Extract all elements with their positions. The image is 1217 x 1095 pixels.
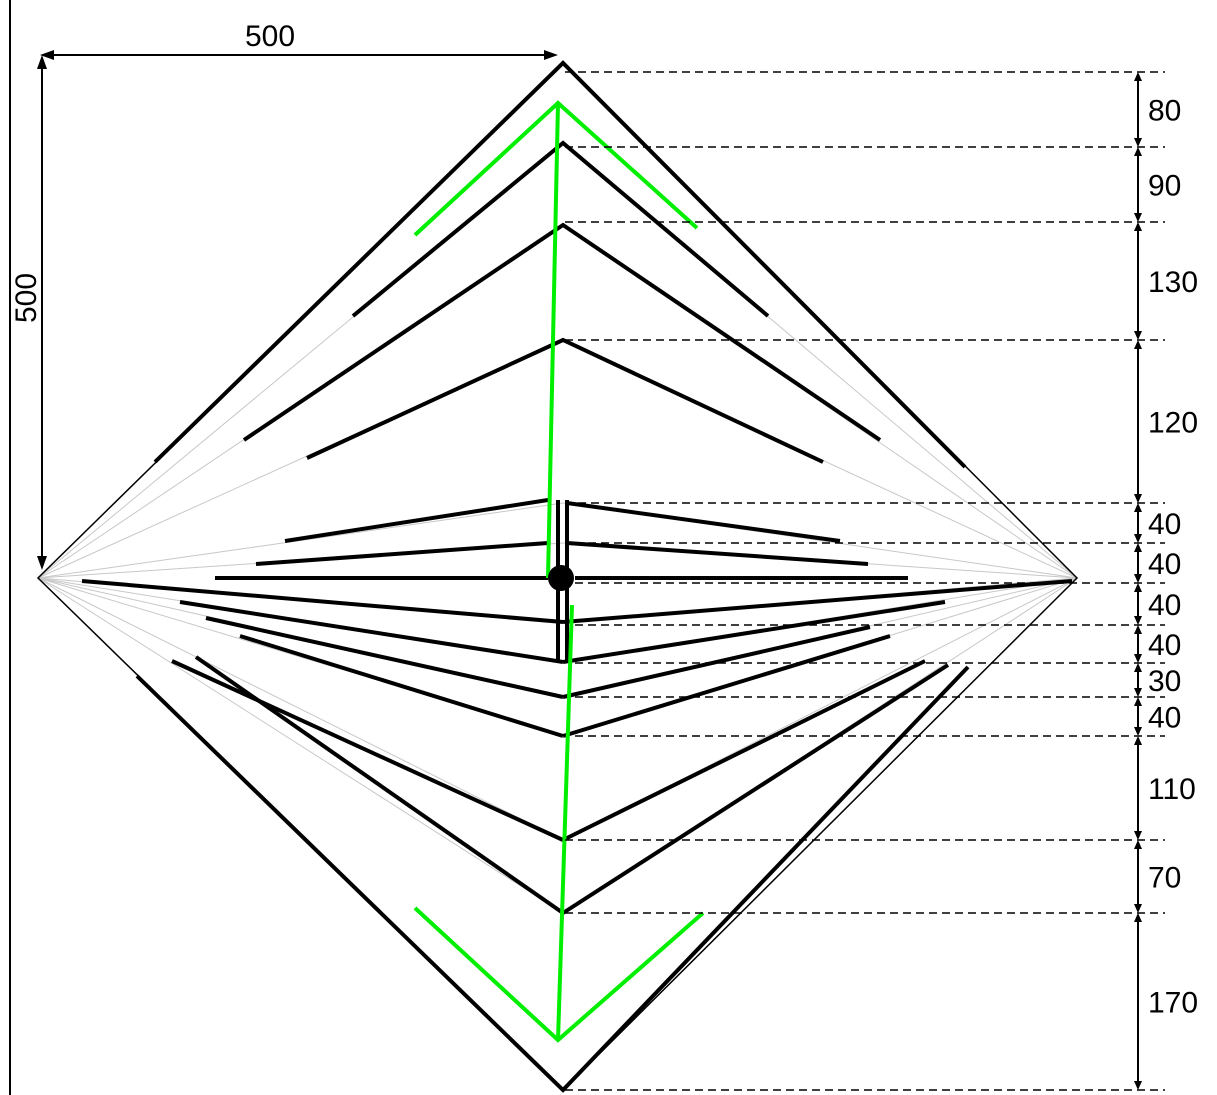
feed-point — [548, 565, 574, 591]
arrow-up-icon — [1134, 583, 1142, 592]
spacing-label: 90 — [1148, 170, 1181, 203]
lower-elements — [81, 579, 1073, 1093]
arrow-down-icon — [1134, 138, 1142, 147]
arrow-down-icon — [1134, 213, 1142, 222]
arrow-down-icon — [1134, 616, 1142, 625]
arrow-down-icon — [1134, 654, 1142, 663]
spacing-label: 170 — [1148, 987, 1198, 1020]
spacing-label: 40 — [1148, 589, 1181, 622]
arrow-up-icon — [1134, 663, 1142, 672]
width-label: 500 — [245, 20, 295, 53]
spacing-label: 40 — [1148, 629, 1181, 662]
arrow-down-icon — [1134, 494, 1142, 503]
arrow-up-icon — [1134, 913, 1142, 922]
arrow-down-icon — [1134, 831, 1142, 840]
arrow-up-icon — [1134, 840, 1142, 849]
arrow-up-icon — [1134, 340, 1142, 349]
width-dimension — [40, 50, 558, 60]
spacing-label: 40 — [1148, 702, 1181, 735]
spacing-label: 40 — [1148, 508, 1181, 541]
green-element — [413, 100, 705, 1043]
spacing-label: 40 — [1148, 548, 1181, 581]
arrow-down-icon — [1134, 904, 1142, 913]
spacing-label: 110 — [1148, 773, 1196, 806]
spacing-label: 120 — [1148, 407, 1198, 440]
spacing-label: 80 — [1148, 95, 1181, 128]
arrow-down-icon — [1134, 331, 1142, 340]
arrow-down-icon — [1134, 727, 1142, 736]
spacing-label: 30 — [1148, 665, 1181, 698]
height-label: 500 — [10, 273, 43, 323]
spacing-label: 70 — [1148, 862, 1181, 895]
arrow-up-icon — [1134, 503, 1142, 512]
height-dimension — [37, 55, 47, 570]
upper-elements — [153, 60, 967, 580]
arrow-up-icon — [1134, 72, 1142, 81]
arrow-down-icon — [1134, 1081, 1142, 1090]
arrow-down-icon — [1134, 688, 1142, 697]
arrow-down-icon — [1134, 534, 1142, 543]
arrow-down-icon — [1134, 574, 1142, 583]
arrow-up-icon — [1134, 736, 1142, 745]
arrow-up-icon — [1134, 625, 1142, 634]
arrow-up-icon — [1134, 222, 1142, 231]
arrow-up-icon — [1134, 543, 1142, 552]
arrow-up-icon — [1134, 147, 1142, 156]
spacing-label: 130 — [1148, 266, 1198, 299]
arrow-up-icon — [1134, 697, 1142, 706]
